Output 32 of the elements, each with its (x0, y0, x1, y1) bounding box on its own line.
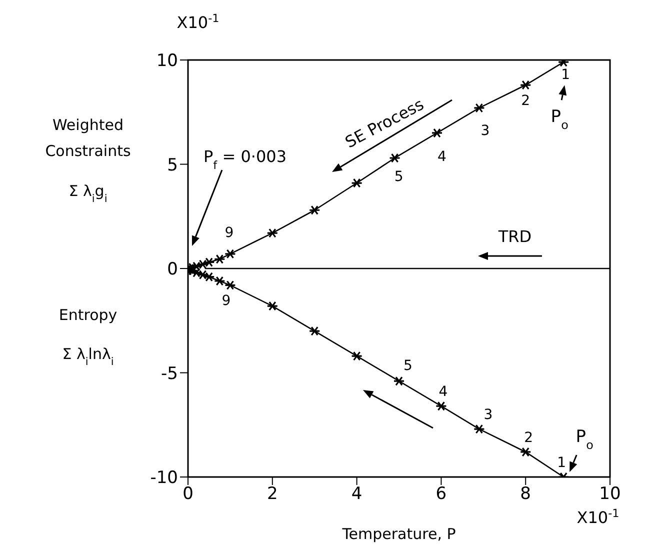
x-tick-label: 2 (266, 484, 278, 504)
annotation: 2 (524, 430, 534, 446)
annotation: 5 (404, 358, 412, 374)
annotation: P$_{f}$ = 0·003 (204, 147, 286, 172)
y-tick-label: 0 (167, 260, 178, 280)
annotation: 5 (394, 168, 404, 185)
annotation: 9 (222, 293, 231, 310)
annotation: 4 (438, 384, 448, 400)
annotation: P$_{o}$ (576, 427, 594, 452)
annotation: 9 (224, 224, 234, 241)
y-tick-label: 10 (156, 51, 178, 72)
annotation: 4 (438, 148, 447, 165)
text: X10$^{-1}$ (576, 506, 620, 527)
annotation: 3 (480, 122, 490, 139)
x-tick-label: 6 (436, 484, 447, 504)
annotation: 2 (521, 93, 530, 110)
x-tick-label: 8 (520, 484, 532, 504)
y-tick-label: 5 (167, 155, 178, 176)
annotation: 1 (557, 455, 566, 471)
x-axis-title: Temperature, P (341, 525, 456, 543)
annotation: TRD (497, 227, 532, 246)
x-tick-label: 0 (182, 484, 194, 504)
text: Weighted Constraints Σ λ$_{i}$g$_{i}$ (45, 116, 131, 205)
text: X10$^{-1}$ (176, 12, 220, 32)
annotation: 3 (484, 407, 493, 424)
annotation: P$_{o}$ (550, 107, 568, 132)
text: Entropy Σ λ$_{i}$lnλ$_{i}$ (58, 306, 118, 368)
annotation: 1 (561, 67, 570, 84)
y-tick-label: -5 (161, 364, 178, 384)
x-tick-label: 4 (351, 484, 362, 504)
x-tick-label: 10 (599, 484, 621, 504)
y-tick-label: -10 (150, 468, 178, 488)
